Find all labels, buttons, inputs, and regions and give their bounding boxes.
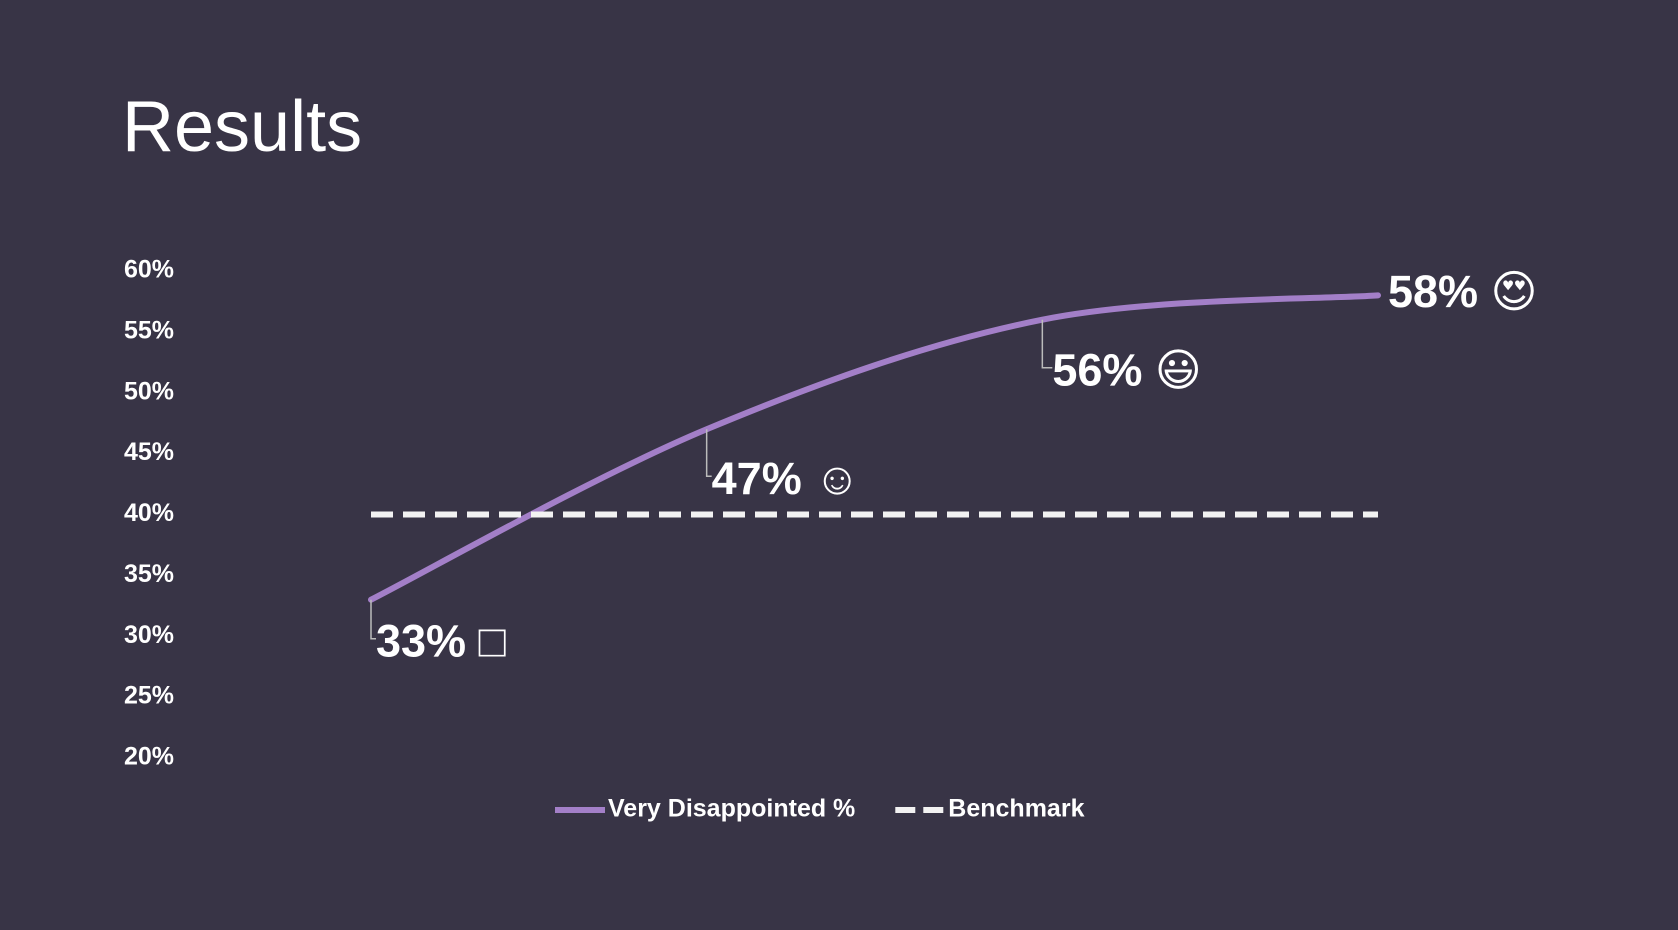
legend-label: Very Disappointed %	[608, 795, 855, 823]
chart-title: Results	[122, 87, 362, 167]
series-line	[368, 292, 1381, 603]
y-tick-label: 50%	[124, 377, 174, 405]
y-tick-label: 45%	[124, 438, 174, 466]
data-label: 58% 😍	[1388, 266, 1537, 317]
y-tick-label: 25%	[124, 682, 174, 710]
y-tick-label: 20%	[124, 743, 174, 771]
y-tick-label: 60%	[124, 256, 174, 284]
leader-line	[370, 599, 376, 640]
y-tick-label: 55%	[124, 316, 174, 344]
y-tick-label: 30%	[124, 621, 174, 649]
leader-line	[705, 429, 712, 478]
data-label: 47% ☺	[712, 453, 861, 504]
legend-label: Benchmark	[948, 795, 1084, 823]
data-label: 56% 😃	[1052, 345, 1201, 396]
data-label: 33% □	[376, 616, 506, 667]
y-tick-label: 35%	[124, 560, 174, 588]
leader-line	[1041, 319, 1053, 369]
y-tick-label: 40%	[124, 499, 174, 527]
